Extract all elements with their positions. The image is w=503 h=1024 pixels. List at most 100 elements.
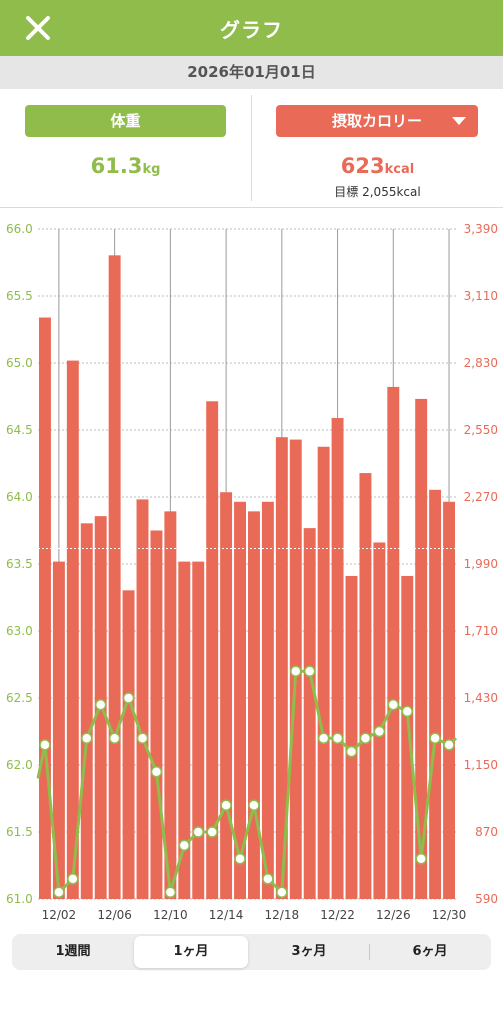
- calorie-target: 目標 2,055kcal: [334, 185, 421, 199]
- calorie-bar: [303, 528, 316, 899]
- x-axis-tick: 12/10: [153, 908, 188, 922]
- weight-point: [262, 873, 274, 885]
- calorie-number: 623: [340, 154, 385, 178]
- weight-value: 61.3kg: [0, 154, 251, 178]
- calorie-bar: [248, 511, 260, 899]
- weight-point: [373, 725, 386, 738]
- weight-point: [206, 826, 218, 838]
- calorie-bar: [206, 401, 219, 899]
- weight-point: [122, 692, 135, 704]
- panel-divider: [251, 95, 252, 201]
- weight-point: [401, 705, 413, 718]
- calorie-bar: [387, 386, 400, 899]
- calorie-bar: [359, 473, 372, 899]
- calorie-panel: 摂取カロリー 623kcal 目標 2,055kcal: [252, 89, 503, 207]
- tab-6-months[interactable]: 6ヶ月: [412, 944, 448, 959]
- weight-point: [178, 839, 191, 852]
- weight-point: [234, 853, 246, 865]
- x-axis-tick: 12/26: [376, 908, 411, 922]
- x-axis-tick: 12/14: [209, 908, 244, 922]
- weight-panel: 体重 61.3kg: [0, 89, 251, 207]
- left-axis-tick: 66.0: [6, 222, 33, 236]
- right-axis-tick: 3,110: [464, 289, 498, 303]
- calorie-bar: [401, 575, 414, 899]
- weight-number: 61.3: [90, 154, 143, 178]
- left-axis-tick: 61.5: [6, 825, 33, 839]
- weight-point: [429, 732, 441, 744]
- weight-point: [290, 665, 302, 677]
- left-axis-tick: 64.5: [6, 423, 33, 437]
- calorie-bar: [373, 542, 386, 899]
- calorie-bar: [108, 255, 121, 900]
- calorie-bar: [80, 523, 93, 899]
- calorie-bar: [164, 511, 177, 899]
- caret-down-icon: [452, 117, 466, 125]
- right-axis-tick: 590: [475, 892, 498, 906]
- weight-point: [192, 826, 204, 838]
- calorie-bar: [415, 398, 428, 899]
- weight-point: [94, 698, 107, 711]
- right-axis-tick: 2,270: [464, 490, 498, 504]
- left-axis-tick: 62.5: [6, 691, 33, 705]
- right-axis-tick: 2,830: [464, 356, 498, 370]
- calorie-unit: kcal: [384, 162, 415, 177]
- right-axis-tick: 870: [475, 825, 498, 839]
- calorie-bar: [261, 501, 274, 899]
- weight-unit: kg: [142, 162, 161, 177]
- weight-point: [415, 853, 427, 865]
- calorie-bar: [443, 501, 455, 899]
- calorie-bar: [39, 317, 51, 899]
- weight-point: [303, 665, 316, 677]
- weight-point: [164, 886, 177, 899]
- weight-point: [387, 698, 400, 711]
- calorie-bar: [429, 489, 442, 899]
- left-axis-tick: 62.0: [6, 758, 33, 772]
- calorie-bar: [136, 499, 149, 899]
- tab-1-month[interactable]: 1ヶ月: [134, 936, 248, 968]
- x-axis-tick: 12/18: [265, 908, 300, 922]
- x-axis-tick: 12/22: [320, 908, 355, 922]
- weight-point: [248, 799, 260, 811]
- weight-point: [67, 873, 79, 885]
- calorie-bar: [234, 501, 246, 899]
- weight-point: [81, 732, 93, 744]
- calorie-bar: [122, 590, 135, 899]
- left-axis-tick: 61.0: [6, 892, 33, 906]
- left-axis-tick: 65.0: [6, 356, 33, 370]
- weight-point: [39, 739, 51, 751]
- x-axis-tick: 12/06: [97, 908, 132, 922]
- right-axis-tick: 1,990: [464, 557, 498, 571]
- weight-button[interactable]: 体重: [25, 105, 226, 137]
- calorie-dropdown-button[interactable]: 摂取カロリー: [276, 105, 478, 137]
- weight-point: [108, 732, 121, 744]
- left-axis-tick: 64.0: [6, 490, 33, 504]
- left-axis-tick: 65.5: [6, 289, 33, 303]
- calorie-bar: [192, 561, 205, 899]
- calorie-bar: [52, 561, 65, 899]
- calorie-bar: [220, 492, 233, 899]
- calorie-bar: [178, 561, 191, 899]
- date-label: 2026年01月01日: [0, 56, 503, 89]
- x-axis-tick: 12/30: [432, 908, 467, 922]
- tab-1-week[interactable]: 1週間: [55, 944, 91, 959]
- close-icon[interactable]: [22, 12, 54, 44]
- calorie-bar: [150, 530, 163, 899]
- calorie-bar: [345, 575, 358, 899]
- weight-point: [276, 886, 288, 899]
- calorie-value: 623kcal: [252, 154, 503, 178]
- calorie-bar: [331, 418, 344, 899]
- right-axis-tick: 3,390: [464, 222, 498, 236]
- weight-point: [150, 765, 163, 778]
- weight-point: [359, 732, 372, 744]
- page-title: グラフ: [220, 18, 283, 42]
- tab-separator: [369, 944, 370, 960]
- right-axis-tick: 1,430: [464, 691, 498, 705]
- weight-point: [443, 739, 455, 751]
- weight-point: [331, 732, 344, 744]
- tab-3-months[interactable]: 3ヶ月: [291, 944, 327, 959]
- weight-point: [136, 732, 149, 744]
- weight-calorie-chart: 61.0 61.5 62.0 62.5 63.0 63.5 64.0 64.5 65.0 65.5…: [6, 222, 498, 922]
- calorie-bar: [66, 360, 79, 899]
- x-axis-tick: 12/02: [42, 908, 77, 922]
- calorie-button-label: 摂取カロリー: [331, 112, 422, 130]
